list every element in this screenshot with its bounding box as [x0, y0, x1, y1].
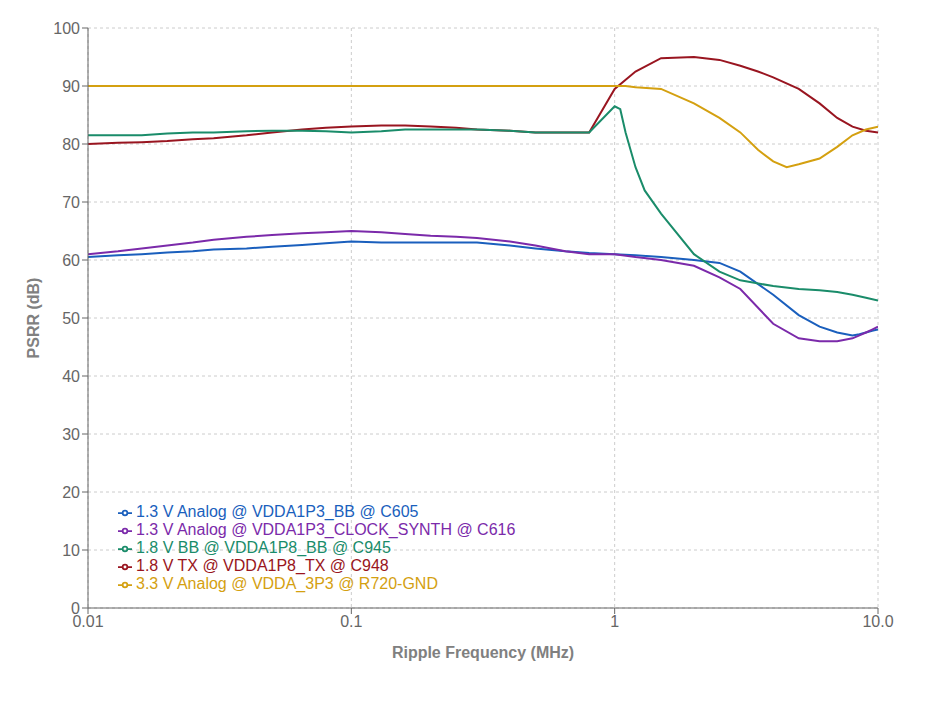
html-text:1.8 V TX @ VDDA1P8_TX @ C948: 1.8 V TX @ VDDA1P8_TX @ C948 [136, 557, 389, 574]
svg-text:90: 90 [62, 78, 80, 95]
html-text:1.3 V Analog @ VDDA1P3_BB @ C6: 1.3 V Analog @ VDDA1P3_BB @ C605 [136, 503, 419, 520]
svg-text:70: 70 [62, 194, 80, 211]
svg-text:50: 50 [62, 310, 80, 327]
svg-text:PSRR (dB): PSRR (dB) [25, 278, 42, 359]
svg-text:10.0: 10.0 [862, 613, 893, 630]
svg-text:10: 10 [62, 542, 80, 559]
svg-text:0.1: 0.1 [340, 613, 362, 630]
svg-text:80: 80 [62, 136, 80, 153]
svg-text:60: 60 [62, 252, 80, 269]
svg-text:30: 30 [62, 426, 80, 443]
svg-text:0.01: 0.01 [72, 613, 104, 631]
svg-text:1: 1 [610, 613, 619, 630]
html-text:1.8 V BB @ VDDA1P8_BB @ C945: 1.8 V BB @ VDDA1P8_BB @ C945 [136, 539, 391, 556]
html-text:1.3 V Analog @ VDDA1P3_CLOCK_S: 1.3 V Analog @ VDDA1P3_CLOCK_SYNTH @ C61… [136, 521, 516, 538]
svg-text:40: 40 [62, 368, 80, 385]
svg-text:100: 100 [53, 20, 80, 37]
svg-text:20: 20 [62, 484, 80, 501]
html-text:3.3 V Analog @ VDDA_3P3 @ R720: 3.3 V Analog @ VDDA_3P3 @ R720-GND [136, 575, 438, 592]
svg-text:Ripple Frequency (MHz): Ripple Frequency (MHz) [392, 644, 574, 661]
svg-text:0: 0 [71, 600, 80, 617]
